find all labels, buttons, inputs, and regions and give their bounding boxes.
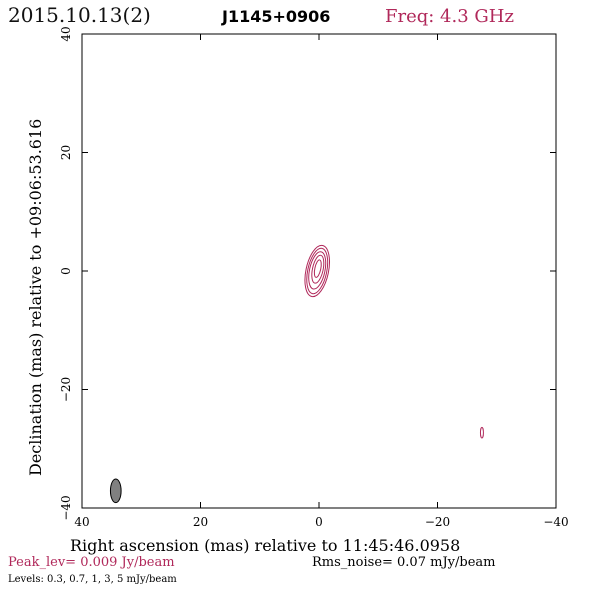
x-axis-label: Right ascension (mas) relative to 11:45:…: [70, 536, 460, 555]
x-tick-label: −40: [543, 515, 568, 529]
contour-line: [311, 254, 325, 284]
frequency-label: Freq: 4.3 GHz: [385, 6, 514, 27]
x-tick-label: 20: [193, 515, 208, 529]
contour-line: [306, 247, 329, 295]
contour-line: [308, 251, 327, 290]
peak-level: Peak_lev= 0.009 Jy/beam: [8, 555, 175, 570]
y-axis-label: Declination (mas) relative to +09:06:53.…: [26, 119, 45, 476]
contour-line: [313, 259, 322, 278]
y-tick-labels: −40 −20 0 20 40: [59, 26, 73, 520]
rms-noise: Rms_noise= 0.07 mJy/beam: [312, 555, 495, 570]
contour-line: [304, 244, 330, 298]
x-tick-label: 0: [315, 515, 323, 529]
x-tick-label: 40: [74, 515, 89, 529]
beam-group: [109, 478, 122, 504]
y-tick-label: 0: [59, 267, 73, 275]
observation-date: 2015.10.13(2): [8, 3, 151, 27]
beam-ellipse: [109, 478, 122, 504]
y-tick-label: 40: [59, 26, 73, 41]
contour-group: [304, 244, 484, 439]
contour-levels: Levels: 0.3, 0.7, 1, 3, 5 mJy/beam: [8, 574, 177, 585]
source-name: J1145+0906: [221, 7, 330, 26]
x-tick-labels: 40 20 0 −20 −40: [74, 515, 568, 529]
contour-line: [479, 426, 484, 439]
axis-ticks: [81, 33, 557, 509]
y-tick-label: −40: [59, 495, 73, 520]
x-tick-label: −20: [425, 515, 450, 529]
plot-frame: [81, 33, 557, 509]
y-tick-label: 20: [59, 145, 73, 160]
y-tick-label: −20: [59, 377, 73, 402]
